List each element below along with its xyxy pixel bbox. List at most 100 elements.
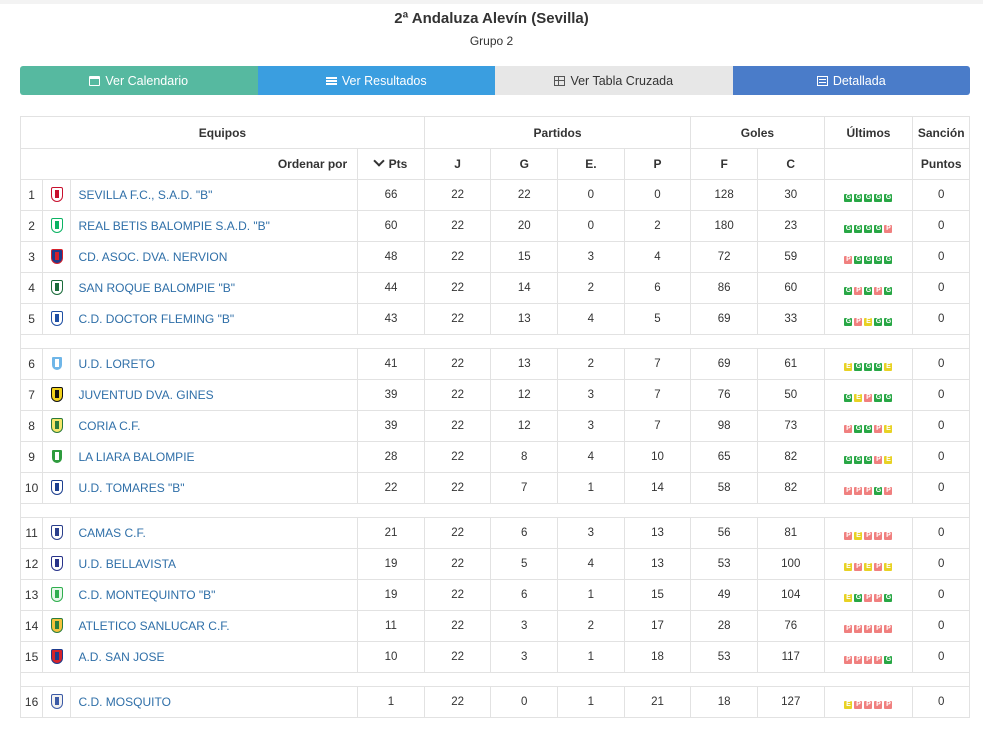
calendar-button-label: Ver Calendario xyxy=(105,73,189,88)
position-cell: 1 xyxy=(19,179,44,211)
result-badge: P xyxy=(874,594,883,602)
table-row: 3 CD. ASOC. DVA. NERVION 48 22 15 3 4 72 59 P G G G G… xyxy=(19,241,970,273)
result-badge: P xyxy=(864,487,873,495)
team-link[interactable]: U.D. TOMARES "B" xyxy=(78,481,185,495)
result-badge: P xyxy=(874,425,883,433)
lost-cell: 18 xyxy=(623,641,692,673)
result-badge: P xyxy=(864,701,873,709)
played-cell: 22 xyxy=(423,272,492,304)
sort-g-header[interactable]: G xyxy=(490,148,559,180)
result-badge: G xyxy=(854,456,863,464)
result-badge: P xyxy=(844,625,853,633)
group-separator xyxy=(20,503,970,518)
played-cell: 22 xyxy=(423,641,492,673)
position-cell: 15 xyxy=(19,641,44,673)
team-link[interactable]: C.D. MONTEQUINTO "B" xyxy=(78,588,216,602)
sort-pts-header[interactable]: Pts xyxy=(357,148,425,180)
table-row: 12 U.D. BELLAVISTA 19 22 5 4 13 53 100 E P E P E 0 xyxy=(19,548,970,580)
sort-e-header[interactable]: E. xyxy=(557,148,625,180)
result-badge: P xyxy=(864,394,873,402)
won-cell: 15 xyxy=(490,241,559,273)
sort-f-header[interactable]: F xyxy=(690,148,758,180)
team-link[interactable]: C.D. MOSQUITO xyxy=(78,695,171,709)
team-link[interactable]: JUVENTUD DVA. GINES xyxy=(78,388,214,402)
crest-cell xyxy=(42,379,72,411)
result-badge: G xyxy=(864,256,873,264)
team-crest-icon xyxy=(49,216,65,236)
result-badge: P xyxy=(854,701,863,709)
sort-j-header[interactable]: J xyxy=(423,148,492,180)
calendar-button[interactable]: Ver Calendario xyxy=(20,66,258,95)
cross-table-button[interactable]: Ver Tabla Cruzada xyxy=(495,66,733,95)
team-link[interactable]: C.D. DOCTOR FLEMING "B" xyxy=(78,312,235,326)
result-badge: E xyxy=(844,594,853,602)
results-button[interactable]: Ver Resultados xyxy=(257,66,495,95)
result-badge: G xyxy=(884,318,893,326)
played-cell: 22 xyxy=(423,379,492,411)
position-cell: 11 xyxy=(19,517,44,549)
result-badge: G xyxy=(844,456,853,464)
drawn-cell: 2 xyxy=(557,348,625,380)
result-badge: P xyxy=(844,256,853,264)
won-cell: 3 xyxy=(490,641,559,673)
goals-against-cell: 61 xyxy=(756,348,825,380)
team-link[interactable]: SAN ROQUE BALOMPIE "B" xyxy=(78,281,236,295)
goals-for-cell: 86 xyxy=(690,272,758,304)
results-button-label: Ver Resultados xyxy=(341,73,427,88)
team-link[interactable]: CD. ASOC. DVA. NERVION xyxy=(78,250,228,264)
goals-for-cell: 49 xyxy=(690,579,758,611)
team-link[interactable]: A.D. SAN JOSE xyxy=(78,650,165,664)
table-row: 9 LA LIARA BALOMPIE 28 22 8 4 10 65 82 G G G P E 0 xyxy=(19,441,970,473)
sanction-cell: 0 xyxy=(912,441,970,473)
detailed-button-label: Detallada xyxy=(832,73,886,88)
table-row: 16 C.D. MOSQUITO 1 22 0 1 21 18 127 E P P P P 0 xyxy=(19,686,970,718)
goals-for-cell: 28 xyxy=(690,610,758,642)
points-header: Puntos xyxy=(912,148,970,180)
result-badge: P xyxy=(844,425,853,433)
lost-cell: 15 xyxy=(623,579,692,611)
drawn-cell: 4 xyxy=(557,303,625,335)
table-row: 10 U.D. TOMARES "B" 22 22 7 1 14 58 82 P P P G P 0 xyxy=(19,472,970,504)
team-link[interactable]: U.D. LORETO xyxy=(78,357,155,371)
result-badge: G xyxy=(844,394,853,402)
result-badge: P xyxy=(884,487,893,495)
played-cell: 22 xyxy=(423,548,492,580)
sanction-cell: 0 xyxy=(912,241,970,273)
team-link[interactable]: U.D. BELLAVISTA xyxy=(78,557,177,571)
goals-against-cell: 33 xyxy=(756,303,825,335)
position-cell: 16 xyxy=(19,686,44,718)
team-link[interactable]: CAMAS C.F. xyxy=(78,526,146,540)
sanction-cell: 0 xyxy=(912,610,970,642)
team-link[interactable]: ATLETICO SANLUCAR C.F. xyxy=(78,619,230,633)
result-badge: G xyxy=(884,656,893,664)
sort-c-header[interactable]: C xyxy=(756,148,825,180)
sort-p-header[interactable]: P xyxy=(623,148,692,180)
result-badge: P xyxy=(874,563,883,571)
played-cell: 22 xyxy=(423,441,492,473)
sanction-cell: 0 xyxy=(912,303,970,335)
team-link[interactable]: LA LIARA BALOMPIE xyxy=(78,450,195,464)
position-cell: 14 xyxy=(19,610,44,642)
points-cell: 19 xyxy=(357,548,425,580)
drawn-cell: 4 xyxy=(557,548,625,580)
sanction-cell: 0 xyxy=(912,579,970,611)
result-badge: G xyxy=(864,425,873,433)
team-link[interactable]: SEVILLA F.C., S.A.D. "B" xyxy=(78,188,213,202)
detailed-button[interactable]: Detallada xyxy=(732,66,970,95)
result-badge: P xyxy=(854,487,863,495)
crest-cell xyxy=(42,548,72,580)
result-badge: G xyxy=(854,363,863,371)
result-badge: G xyxy=(864,225,873,233)
lost-cell: 13 xyxy=(623,548,692,580)
team-link[interactable]: CORIA C.F. xyxy=(78,419,141,433)
team-link[interactable]: REAL BETIS BALOMPIE S.A.D. "B" xyxy=(78,219,270,233)
result-badge: P xyxy=(884,225,893,233)
played-cell: 22 xyxy=(423,210,492,242)
sub-header-row: Ordenar por Pts J G E. P F C Puntos xyxy=(19,148,970,180)
